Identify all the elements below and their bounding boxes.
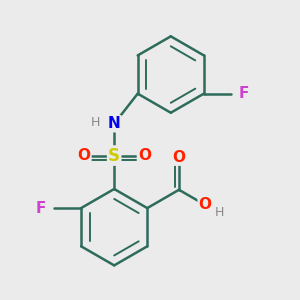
Text: F: F	[36, 201, 46, 216]
Text: O: O	[172, 150, 185, 165]
Text: H: H	[90, 116, 100, 129]
Text: F: F	[239, 86, 249, 101]
Text: O: O	[138, 148, 151, 163]
Text: S: S	[108, 147, 120, 165]
Text: N: N	[108, 116, 121, 131]
Text: H: H	[215, 206, 224, 219]
Text: O: O	[199, 197, 212, 212]
Text: O: O	[77, 148, 90, 163]
